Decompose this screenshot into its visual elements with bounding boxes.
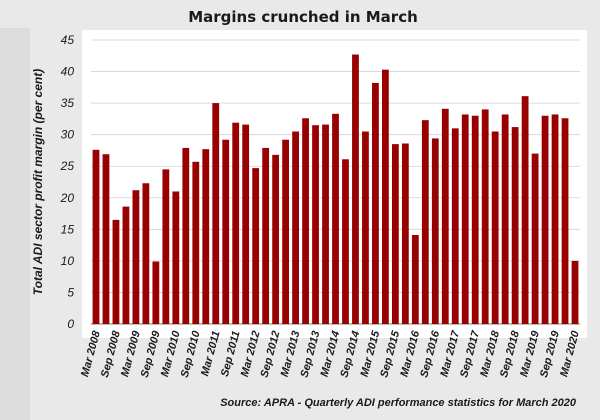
y-axis-label: Total ADI sector profit margin (per cent…: [31, 69, 45, 295]
bar: [232, 122, 240, 325]
y-tick-labels: 0 5 10 15 20 25 30 35 40 45: [60, 33, 75, 331]
ylabel-panel: [0, 28, 30, 420]
bar: [551, 114, 559, 324]
bar: [521, 96, 529, 324]
bar: [391, 144, 399, 324]
bar: [282, 139, 289, 324]
bar: [372, 82, 379, 324]
y-tick-label: 35: [61, 96, 75, 110]
chart-title: Margins crunched in March: [188, 8, 418, 26]
bar: [352, 54, 359, 325]
bar: [302, 118, 309, 324]
bar: [461, 114, 469, 324]
bar: [292, 131, 299, 324]
bar: [431, 138, 439, 324]
y-tick-label: 5: [67, 285, 74, 299]
bars: [92, 54, 579, 325]
bar: [322, 124, 329, 324]
bar: [272, 154, 280, 324]
bar: [342, 159, 349, 324]
bar: [541, 115, 549, 324]
y-tick-label: 0: [67, 317, 74, 331]
bar: [192, 161, 200, 324]
bar: [531, 153, 539, 324]
bar: [362, 131, 369, 324]
bar: [312, 125, 319, 324]
y-tick-label: 30: [61, 128, 75, 142]
y-tick-label: 45: [61, 33, 75, 47]
source-note: Source: APRA - Quarterly ADI performance…: [220, 397, 577, 409]
bar: [441, 108, 449, 324]
bar: [511, 127, 519, 324]
bar: [242, 124, 250, 324]
bar: [411, 235, 419, 324]
bar: [222, 139, 230, 324]
bar: [401, 143, 409, 324]
bar: [172, 191, 180, 324]
y-tick-label: 40: [61, 65, 75, 79]
bar: [152, 261, 160, 324]
bar: [571, 260, 579, 324]
bar: [451, 128, 459, 324]
y-tick-label: 20: [60, 191, 75, 205]
bar: [102, 154, 110, 324]
bar: [202, 149, 210, 324]
bar: [122, 206, 130, 324]
bar: [491, 131, 499, 324]
bar: [382, 69, 389, 324]
bar: [481, 109, 489, 324]
bar: [112, 219, 120, 324]
bar: [332, 113, 339, 324]
bar: [142, 183, 150, 324]
bar: [471, 115, 479, 324]
y-tick-label: 15: [61, 222, 75, 236]
bar: [262, 147, 270, 324]
bar: [162, 169, 170, 324]
bar: [421, 120, 429, 325]
bar: [132, 190, 140, 324]
bar: [252, 168, 260, 324]
bar: [212, 103, 220, 324]
bar: [92, 149, 100, 324]
bar: [182, 147, 190, 324]
bar: [561, 118, 569, 324]
bar: [501, 114, 509, 324]
y-tick-label: 25: [60, 159, 75, 173]
y-tick-label: 10: [61, 254, 75, 268]
